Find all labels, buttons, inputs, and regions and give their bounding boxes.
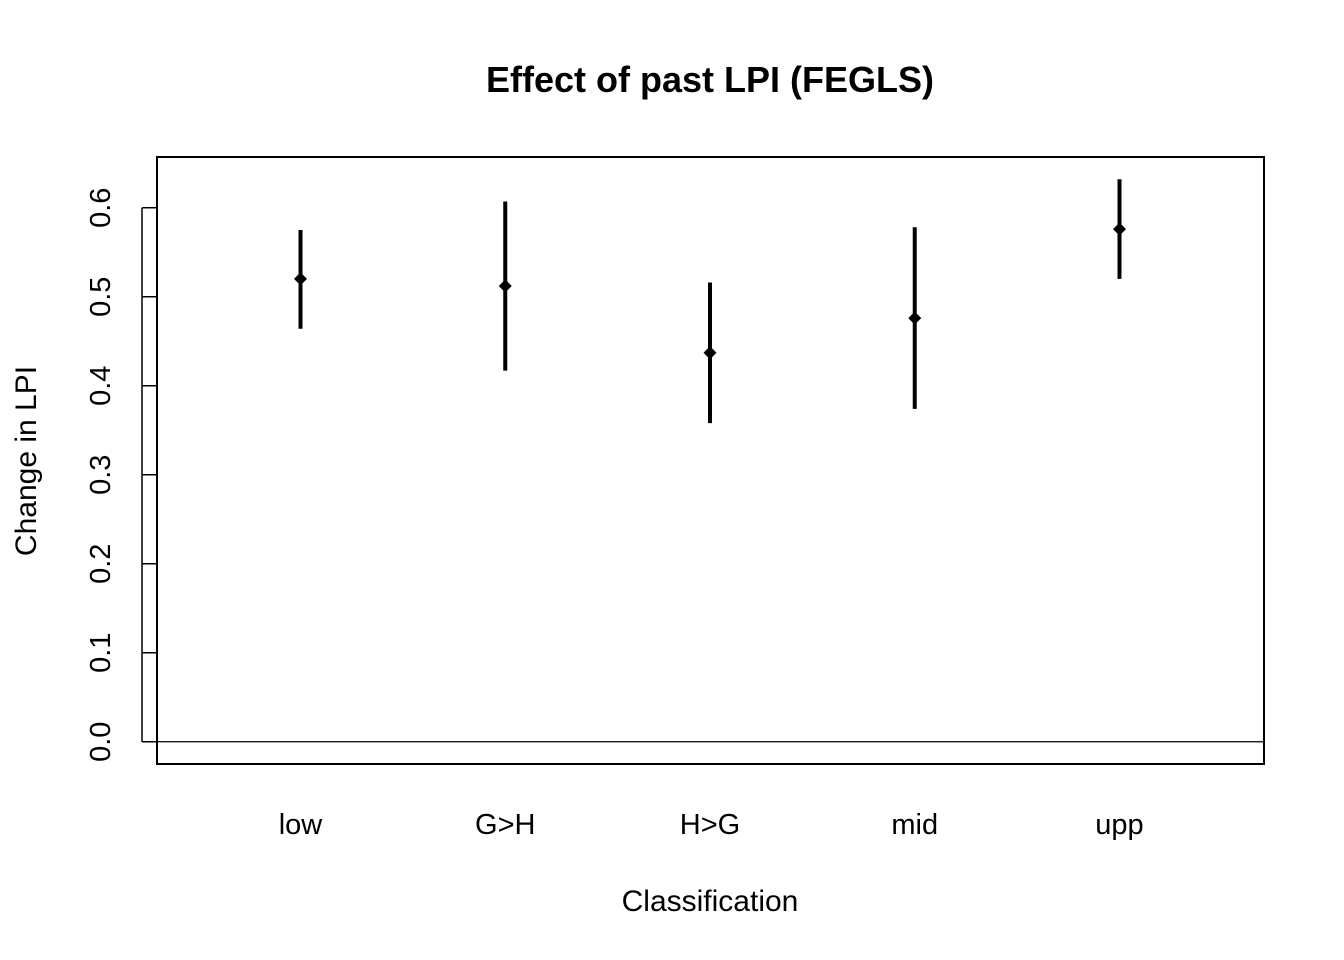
y-tick-label: 0.6 bbox=[85, 188, 117, 228]
x-tick-label: mid bbox=[891, 809, 938, 841]
point-estimate-marker bbox=[498, 279, 512, 293]
y-axis-label: Change in LPI bbox=[10, 366, 43, 556]
y-tick-label: 0.2 bbox=[85, 544, 117, 584]
point-estimate-marker bbox=[294, 272, 307, 286]
y-tick-label: 0.1 bbox=[85, 633, 117, 673]
y-tick-label: 0.3 bbox=[85, 455, 117, 495]
x-axis-labels: low G>H H>G mid upp bbox=[279, 809, 1144, 841]
y-tick-label: 0.5 bbox=[85, 277, 117, 317]
x-tick-label: low bbox=[279, 809, 324, 841]
x-tick-label: upp bbox=[1095, 809, 1143, 841]
x-tick-label: G>H bbox=[475, 809, 535, 841]
plot-frame bbox=[156, 156, 1265, 765]
x-axis-label: Classification bbox=[622, 885, 799, 918]
y-tick-label: 0.4 bbox=[85, 366, 117, 406]
point-estimate-marker bbox=[703, 346, 717, 360]
point-estimate-marker bbox=[1113, 222, 1126, 236]
x-tick-label: H>G bbox=[680, 809, 740, 841]
error-bars bbox=[294, 179, 1126, 424]
y-axis: 0.0 0.1 0.2 0.3 0.4 0.5 0.6 bbox=[85, 188, 157, 762]
point-estimate-marker bbox=[908, 311, 922, 325]
chart-title: Effect of past LPI (FEGLS) bbox=[486, 59, 934, 100]
y-tick-label: 0.0 bbox=[85, 722, 117, 762]
